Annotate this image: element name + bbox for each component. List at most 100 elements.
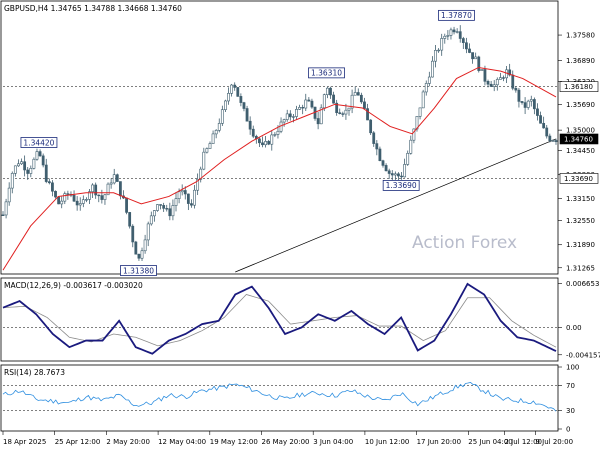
macd-panel-frame xyxy=(0,277,559,362)
candle-body xyxy=(211,133,215,144)
candle-body xyxy=(41,155,45,166)
candle-body xyxy=(335,102,339,113)
candle-body xyxy=(514,87,518,91)
price-annotation-box xyxy=(438,9,475,21)
candle-body xyxy=(17,163,20,167)
candle-body xyxy=(242,102,246,109)
candle-body xyxy=(424,83,428,93)
macd-tick-label: -0.004157 xyxy=(566,351,600,359)
candle-body xyxy=(393,173,397,176)
candle-body xyxy=(418,107,422,117)
candle-body xyxy=(440,38,444,51)
candle-body xyxy=(106,183,110,196)
candle-body xyxy=(532,99,536,110)
price-level-badge xyxy=(559,133,599,145)
rsi-tick-label: 100 xyxy=(566,364,579,372)
candle-body xyxy=(85,199,88,201)
candle-body xyxy=(480,69,484,71)
candle-body xyxy=(267,141,271,145)
candle-body xyxy=(483,69,487,82)
candle-body xyxy=(536,108,539,116)
time-tick-label: 10 Jun 12:00 xyxy=(365,438,409,446)
candle-body xyxy=(100,195,104,200)
price-level-badge xyxy=(559,81,599,92)
candle-body xyxy=(431,60,434,78)
candle-body xyxy=(353,92,357,96)
rsi-tick-label: 0 xyxy=(566,426,570,434)
candle-body xyxy=(486,81,490,85)
candle-body xyxy=(146,223,150,241)
price-tick-label: 1.36890 xyxy=(566,57,595,65)
candle-body xyxy=(143,239,147,252)
candle-body xyxy=(369,119,373,134)
price-annotation-label: 1.36310 xyxy=(311,69,342,78)
candle-body xyxy=(81,199,85,204)
macd-title: MACD(12,26,9) -0.003617 -0.003020 xyxy=(4,281,143,290)
candle-body xyxy=(214,130,218,135)
candle-body xyxy=(523,102,527,108)
candle-body xyxy=(125,197,128,213)
time-tick-label: 26 May 20:00 xyxy=(262,438,310,446)
candle-body xyxy=(245,108,249,122)
candle-body xyxy=(316,118,320,125)
candle-body xyxy=(258,138,261,144)
candle-body xyxy=(199,168,203,180)
candle-body xyxy=(437,49,441,52)
candle-body xyxy=(230,84,234,94)
candle-body xyxy=(403,164,407,178)
candle-body xyxy=(285,113,289,120)
candle-body xyxy=(152,210,156,217)
candle-body xyxy=(97,194,101,197)
price-tick-label: 1.35000 xyxy=(566,127,595,135)
price-tick-label: 1.31890 xyxy=(566,241,595,249)
candle-body xyxy=(91,184,94,192)
candle-body xyxy=(307,99,311,102)
candle-body xyxy=(465,42,468,50)
candle-body xyxy=(341,113,345,115)
price-annotation-box xyxy=(382,180,420,191)
candle-body xyxy=(66,193,70,195)
candle-body xyxy=(511,74,515,89)
candle-body xyxy=(471,52,474,60)
candle-body xyxy=(452,29,456,33)
candle-body xyxy=(128,212,132,227)
candle-body xyxy=(20,161,23,165)
candle-body xyxy=(248,120,252,130)
rsi-tick-label: 30 xyxy=(566,407,575,415)
candle-body xyxy=(63,193,67,202)
candle-body xyxy=(381,160,385,166)
candle-body xyxy=(387,170,391,174)
candle-body xyxy=(378,148,382,161)
candle-body xyxy=(412,128,416,141)
candle-body xyxy=(75,200,79,206)
rsi-panel: RSI(14) 28.7673 100 70 30 0 xyxy=(0,364,579,434)
candle-body xyxy=(10,173,14,189)
candle-body xyxy=(350,94,354,109)
candle-body xyxy=(109,182,113,185)
candle-body xyxy=(372,132,376,144)
time-axis: 18 Apr 2025 25 Apr 12:00 2 May 20:00 12 May… xyxy=(2,431,574,446)
price-panel-frame xyxy=(0,0,559,275)
price-tick-label: 1.33150 xyxy=(566,195,595,203)
candle-body xyxy=(236,87,240,97)
candle-body xyxy=(57,196,61,205)
candle-body xyxy=(366,108,369,121)
time-tick-label: 9 Jul 20:00 xyxy=(536,438,574,446)
candle-body xyxy=(359,94,363,103)
candle-body xyxy=(180,190,184,193)
candle-body xyxy=(26,169,30,174)
candle-body xyxy=(458,31,462,39)
candle-body xyxy=(196,179,200,191)
price-annotation-box xyxy=(20,137,58,148)
time-tick-label: 17 Jun 20:00 xyxy=(417,438,461,446)
candle-body xyxy=(492,84,496,87)
candle-body xyxy=(72,195,76,202)
candle-body xyxy=(94,184,98,196)
candle-body xyxy=(88,191,91,200)
candle-body xyxy=(295,109,298,117)
candle-body xyxy=(186,193,190,204)
candle-body xyxy=(526,100,530,108)
moving-average-line xyxy=(2,66,557,271)
candle-body xyxy=(264,141,267,146)
candle-body xyxy=(390,173,394,176)
